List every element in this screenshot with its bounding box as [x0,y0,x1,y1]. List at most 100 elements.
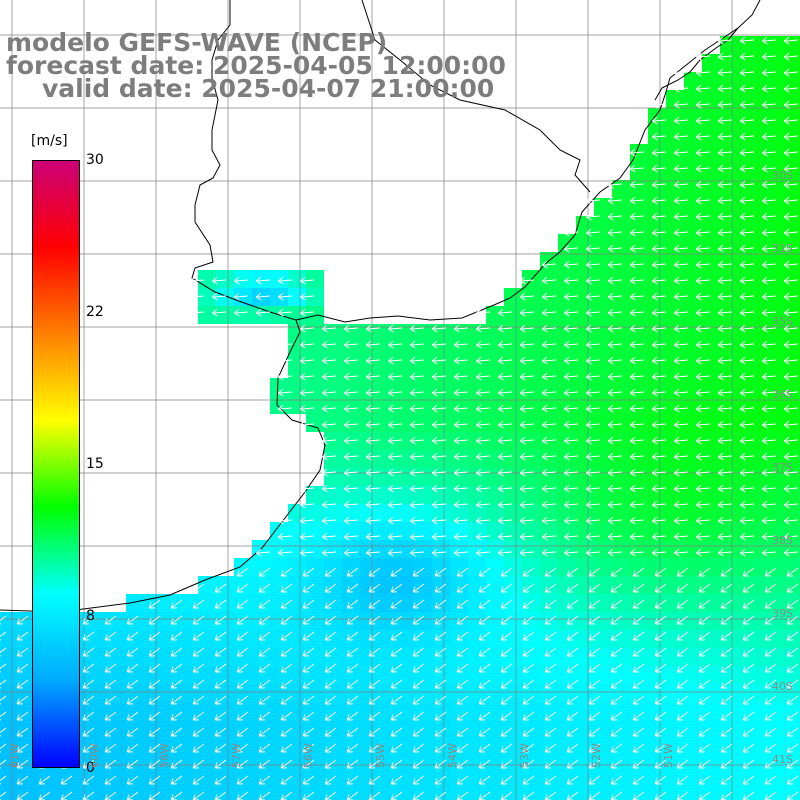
wind-speed-cell [378,720,396,738]
wind-arrow [324,567,337,577]
wind-speed-cell [324,540,342,558]
wind-speed-cell [90,792,108,800]
wind-arrow [302,695,315,705]
wind-speed-cell [180,648,198,666]
wind-arrow [498,436,513,445]
wind-arrow [346,679,359,689]
wind-arrow [368,663,381,673]
wind-arrow [630,420,645,429]
wind-arrow [608,276,623,285]
wind-arrow [366,452,381,461]
wind-arrow [366,340,381,349]
wind-speed-cell [162,702,180,720]
wind-arrow [542,420,557,429]
wind-arrow [676,583,689,593]
wind-speed-cell [342,360,360,378]
wind-arrow [126,711,139,721]
wind-speed-cell [450,342,468,360]
wind-speed-cell [90,702,108,720]
wind-arrow [322,372,337,381]
wind-arrow [322,452,337,461]
wind-arrow [0,615,7,625]
wind-arrow [278,548,293,557]
wind-arrow [368,759,381,769]
wind-speed-cell [720,684,738,702]
wind-arrow [608,548,623,557]
wind-arrow [566,647,579,657]
wind-speed-cell [306,306,324,324]
wind-arrow [674,404,689,413]
wind-speed-cell [792,252,800,270]
wind-arrow [786,775,799,785]
wind-arrow [586,532,601,541]
wind-speed-cell [792,558,800,576]
wind-speed-cell [414,504,432,522]
wind-speed-cell [558,684,576,702]
wind-arrow [82,759,95,769]
wind-arrow [476,484,491,493]
wind-arrow [346,759,359,769]
wind-arrow [608,260,623,269]
wind-speed-cell [432,342,450,360]
wind-speed-cell [144,774,162,792]
wind-arrow [740,532,755,541]
wind-arrow [742,695,755,705]
wind-arrow [676,695,689,705]
wind-arrow [388,548,403,557]
wind-speed-cell [792,162,800,180]
wind-speed-cell [684,126,702,144]
wind-speed-cell [738,576,756,594]
wind-arrow [586,516,601,525]
wind-arrow [500,615,513,625]
wind-arrow [764,599,777,609]
wind-arrow [344,324,359,333]
wind-arrow [698,711,711,721]
wind-speed-cell [666,216,684,234]
wind-arrow [390,663,403,673]
wind-speed-cell [756,576,774,594]
wind-speed-cell [468,486,486,504]
wind-speed-cell [198,594,216,612]
wind-arrow [676,647,689,657]
wind-arrow [764,743,777,753]
wind-arrow [522,567,535,577]
wind-speed-cell [288,720,306,738]
wind-speed-cell [234,594,252,612]
wind-arrow [740,132,755,141]
wind-speed-cell [756,252,774,270]
wind-speed-cell [594,504,612,522]
wind-arrow [432,324,447,333]
wind-arrow [300,356,315,365]
wind-arrow [324,775,337,785]
wind-arrow [192,583,205,593]
wind-arrow [676,615,689,625]
wind-arrow [280,663,293,673]
wind-arrow [280,599,293,609]
wind-speed-cell [540,684,558,702]
wind-speed-cell [504,468,522,486]
wind-arrow [388,500,403,509]
wind-speed-cell [576,558,594,576]
wind-speed-cell [720,72,738,90]
wind-arrow [588,663,601,673]
wind-arrow [412,727,425,737]
wind-speed-cell [630,594,648,612]
wind-arrow [654,775,667,785]
wind-arrow [784,404,799,413]
wind-speed-cell [414,612,432,630]
wind-speed-cell [270,702,288,720]
wind-arrow [544,631,557,641]
wind-arrow [608,532,623,541]
wind-arrow [410,484,425,493]
wind-speed-cell [702,630,720,648]
wind-arrow [236,695,249,705]
wind-arrow [324,727,337,737]
wind-arrow [412,599,425,609]
wind-speed-cell [756,558,774,576]
wind-speed-cell [702,108,720,126]
wind-speed-cell [612,504,630,522]
wind-arrow [718,132,733,141]
wind-speed-cell [648,576,666,594]
wind-arrow [544,663,557,673]
wind-arrow [170,695,183,705]
